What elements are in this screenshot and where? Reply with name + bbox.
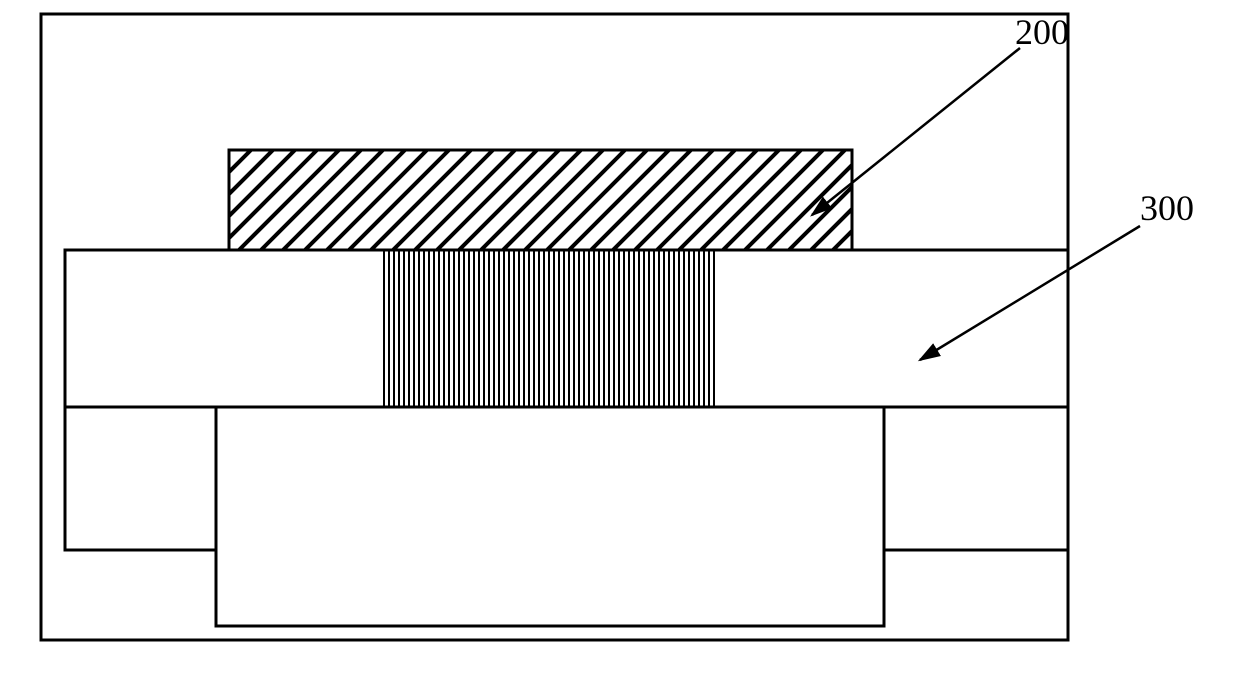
leader-line-200 <box>812 48 1020 215</box>
bottom-right-notch <box>884 407 1068 550</box>
top-hatched-block <box>129 150 1043 250</box>
callout-label-200: 200 <box>1015 12 1069 52</box>
callout-200: 200 <box>812 12 1069 215</box>
vertical-fill-region <box>384 250 714 407</box>
bottom-left-notch <box>65 407 216 550</box>
middle-band <box>65 250 1068 407</box>
bottom-block <box>216 407 884 626</box>
callout-label-300: 300 <box>1140 188 1194 228</box>
shapes-layer <box>41 14 1068 640</box>
diagram-root: 200 300 <box>0 0 1240 692</box>
